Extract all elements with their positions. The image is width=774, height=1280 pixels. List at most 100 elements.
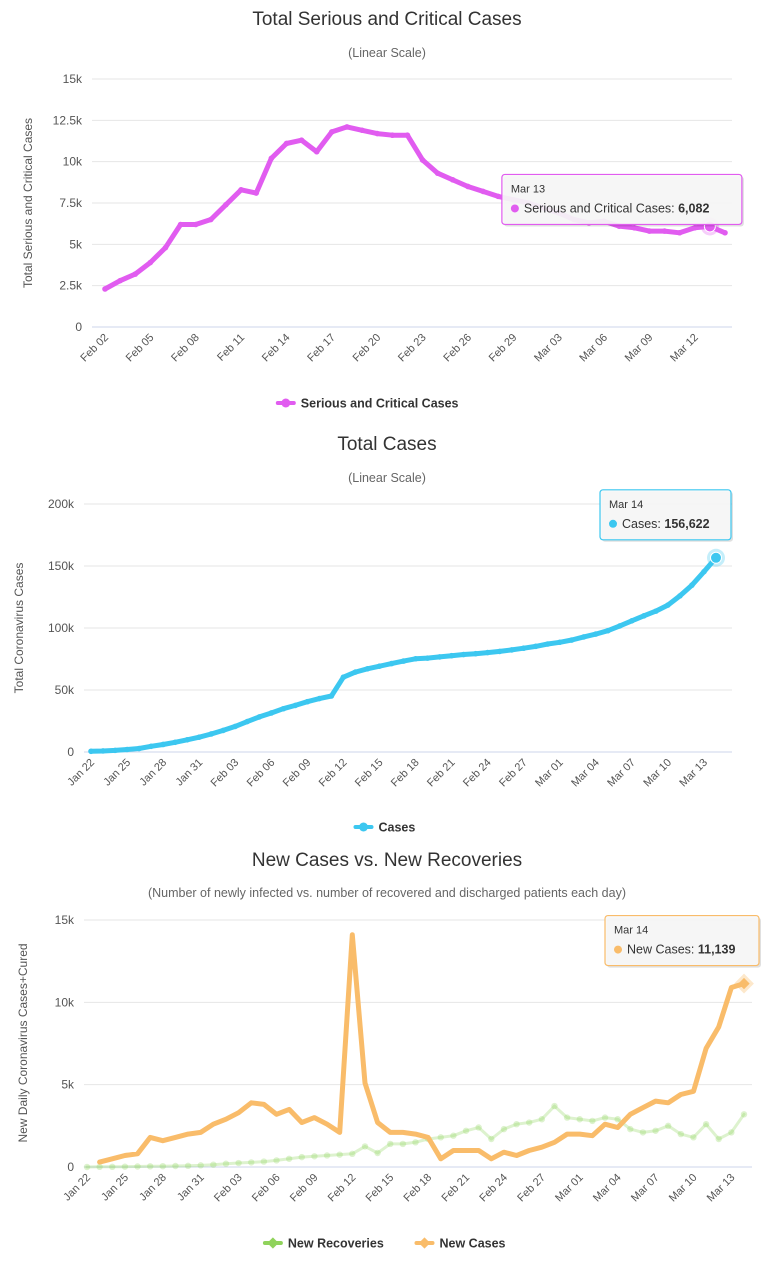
data-point [235,1159,242,1167]
data-point [551,1102,558,1110]
tooltip: Mar 14 Cases: 156,622 [599,489,733,542]
data-point [340,674,347,680]
data-point [208,216,214,223]
x-tick-label: Mar 01 [533,757,566,790]
tooltip-text: New Cases: 11,139 [627,943,735,957]
data-point [88,748,94,755]
data-point [220,727,227,734]
data-point [100,748,106,754]
data-point [328,693,335,699]
data-point [614,1116,621,1123]
data-point [508,647,515,653]
chart-total-cases: Total Cases (Linear Scale) 0 50k 100k 150k 2… [0,425,774,840]
data-point [646,228,653,234]
data-point [196,734,202,740]
data-point [359,127,365,134]
data-point [361,1143,369,1150]
x-tick-label: Mar 10 [667,1172,700,1205]
data-point [292,702,299,709]
data-point [652,1127,659,1134]
data-point [197,1162,204,1169]
chart-subtitle: (Linear Scale) [348,46,426,60]
x-tick-label: Mar 04 [591,1172,624,1205]
data-point [223,201,229,208]
y-tick-label: 150k [48,559,75,573]
x-tick-label: Jan 28 [137,1172,169,1204]
x-tick-label: Feb 09 [281,757,314,790]
x-tick-label: Feb 27 [515,1172,548,1205]
y-tick-label: 50k [55,683,75,697]
chart-plot[interactable]: 0 5k 10k 15k New Daily Coronavirus Cases+Cur… [0,840,774,1280]
x-tick-label: Mar 01 [553,1172,586,1205]
data-point [387,1140,394,1148]
x-tick-label: Jan 25 [99,1172,131,1204]
data-point [462,1127,470,1134]
data-point [496,648,503,655]
data-point [316,695,323,702]
legend-label: Serious and Critical Cases [301,397,459,411]
data-point [298,137,305,143]
data-point [472,650,479,657]
x-tick-label: Feb 12 [317,757,350,790]
x-tick-label: Jan 28 [137,757,169,789]
data-point [232,723,239,730]
data-point [629,618,635,624]
hover-point [710,551,722,564]
data-point [268,710,275,716]
data-point [222,1160,230,1167]
data-point [285,1155,293,1162]
data-point [210,1161,217,1168]
data-point [576,1116,583,1123]
legend-item[interactable]: New Cases [414,1237,506,1251]
legend-item[interactable]: Cases [353,821,416,835]
legend-label: Cases [379,821,416,835]
data-point [593,631,599,637]
data-point [253,190,260,196]
data-point [177,221,184,228]
y-tick-label: 200k [48,497,75,511]
data-point [664,1122,672,1130]
data-point [520,645,527,652]
data-point [689,582,695,588]
data-point [589,1117,596,1125]
data-point [605,627,611,634]
data-point [304,698,311,705]
legend-label: New Cases [440,1237,506,1251]
data-point [147,259,154,266]
data-point [344,124,350,130]
data-point [96,1163,103,1171]
y-tick-label: 5k [61,1078,75,1092]
data-point [124,746,130,753]
data-point [313,148,320,155]
chart-title: Total Cases [337,434,437,455]
data-point [412,655,419,662]
series-line [97,932,747,1165]
data-point [376,663,383,669]
x-tick-label: Mar 13 [677,757,710,790]
tooltip-date: Mar 14 [609,499,643,511]
data-point [544,641,551,647]
data-point [238,186,244,193]
y-tick-label: 12.5k [53,113,83,127]
x-tick-label: Feb 12 [326,1172,359,1205]
x-tick-label: Feb 06 [245,757,278,790]
data-point [601,1114,609,1121]
y-tick-label: 7.5k [59,196,83,210]
legend-item[interactable]: New Recoveries [262,1237,384,1251]
data-point [641,613,647,619]
data-point [244,718,251,725]
data-point [268,155,275,162]
data-point [434,170,441,177]
y-axis-title: Total Coronavirus Cases [12,563,26,694]
legend-item[interactable]: Serious and Critical Cases [275,397,459,411]
x-tick-label: Jan 31 [173,757,205,789]
x-tick-label: Feb 03 [212,1172,245,1205]
data-point [460,651,467,658]
data-point [627,1125,634,1133]
data-point [329,129,335,135]
chart-plot[interactable]: 0 50k 100k 150k 200k Total Coronavirus Cases J… [0,425,774,840]
y-tick-label: 10k [63,155,83,169]
tooltip-value: 6,082 [678,201,709,215]
data-point [323,1152,331,1159]
